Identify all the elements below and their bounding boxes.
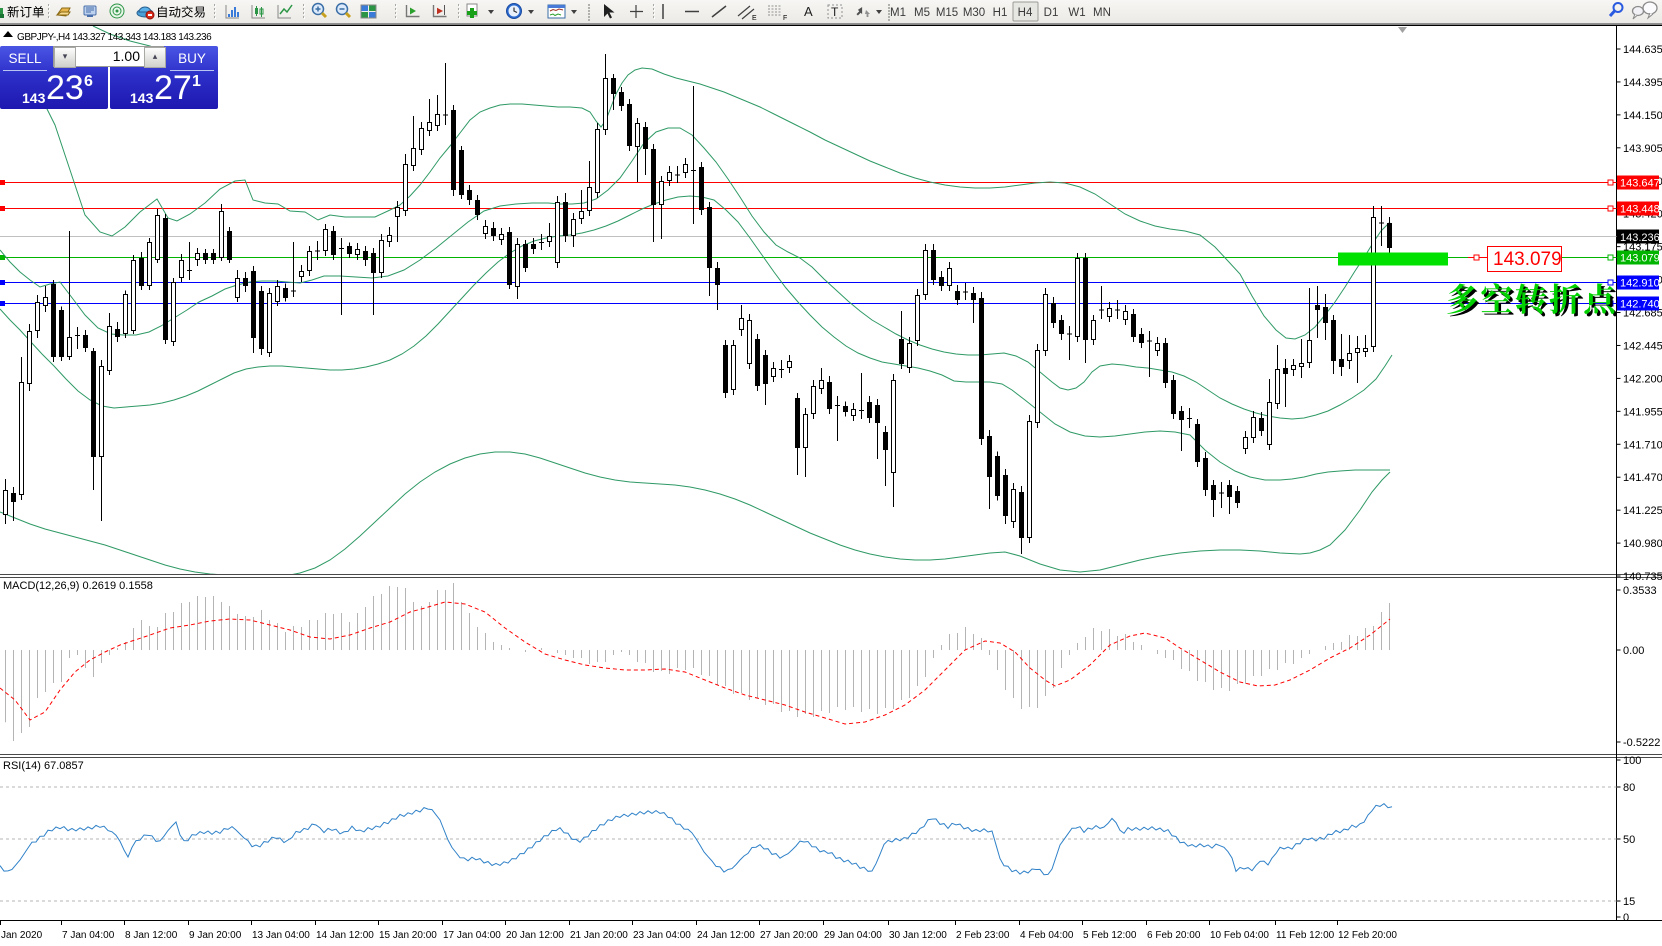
svg-text:143.236: 143.236 — [1620, 232, 1660, 244]
svg-text:0.00: 0.00 — [1623, 645, 1644, 657]
svg-text:15 Jan 20:00: 15 Jan 20:00 — [379, 930, 437, 941]
svg-text:141.955: 141.955 — [1623, 406, 1662, 418]
svg-text:142.910: 142.910 — [1620, 278, 1660, 290]
svg-text:140.980: 140.980 — [1623, 538, 1662, 550]
svg-text:A: A — [804, 4, 813, 19]
svg-text:142.200: 142.200 — [1623, 373, 1662, 385]
svg-text:6 Feb 20:00: 6 Feb 20:00 — [1147, 930, 1201, 941]
svg-text:9 Jan 20:00: 9 Jan 20:00 — [189, 930, 242, 941]
svg-text:H4: H4 — [1018, 7, 1033, 19]
svg-text:M15: M15 — [936, 7, 958, 19]
svg-text:GBPJPY-,H4 143.327 143.343 14: GBPJPY-,H4 143.327 143.343 143.183 143.2… — [17, 32, 212, 43]
svg-text:W1: W1 — [1068, 7, 1085, 19]
svg-text:143.079: 143.079 — [1620, 253, 1660, 265]
svg-text:143.647: 143.647 — [1620, 178, 1660, 190]
svg-text:Jan 2020: Jan 2020 — [1, 930, 43, 941]
svg-text:M5: M5 — [914, 7, 930, 19]
svg-text:5 Feb 12:00: 5 Feb 12:00 — [1083, 930, 1137, 941]
svg-text:20 Jan 12:00: 20 Jan 12:00 — [506, 930, 564, 941]
svg-text:0: 0 — [1623, 912, 1629, 924]
svg-text:24 Jan 12:00: 24 Jan 12:00 — [697, 930, 755, 941]
svg-text:E: E — [752, 15, 757, 22]
svg-text:29 Jan 04:00: 29 Jan 04:00 — [824, 930, 882, 941]
svg-text:141.710: 141.710 — [1623, 439, 1662, 451]
svg-text:-0.5222: -0.5222 — [1623, 737, 1660, 749]
svg-text:H1: H1 — [993, 7, 1008, 19]
svg-text:27 Jan 20:00: 27 Jan 20:00 — [760, 930, 818, 941]
svg-text:143.448: 143.448 — [1620, 204, 1660, 216]
svg-text:142.685: 142.685 — [1623, 308, 1662, 320]
svg-text:8 Jan 12:00: 8 Jan 12:00 — [125, 930, 178, 941]
svg-text:140.735: 140.735 — [1623, 571, 1662, 583]
svg-text:7 Jan 04:00: 7 Jan 04:00 — [62, 930, 115, 941]
svg-text:100: 100 — [1623, 755, 1641, 767]
svg-text:2 Feb 23:00: 2 Feb 23:00 — [956, 930, 1010, 941]
svg-text:4 Feb 04:00: 4 Feb 04:00 — [1020, 930, 1074, 941]
svg-text:M30: M30 — [963, 7, 985, 19]
svg-text:50: 50 — [1623, 834, 1635, 846]
svg-text:T: T — [831, 5, 839, 19]
svg-text:13 Jan 04:00: 13 Jan 04:00 — [252, 930, 310, 941]
svg-text:141.470: 141.470 — [1623, 472, 1662, 484]
svg-text:0.3533: 0.3533 — [1623, 585, 1657, 597]
svg-text:142.740: 142.740 — [1620, 299, 1660, 311]
svg-text:144.635: 144.635 — [1623, 44, 1662, 56]
svg-text:11 Feb 12:00: 11 Feb 12:00 — [1276, 930, 1335, 941]
svg-text:143.079: 143.079 — [1493, 249, 1562, 270]
svg-text:M1: M1 — [890, 7, 906, 19]
svg-text:10 Feb 04:00: 10 Feb 04:00 — [1210, 930, 1269, 941]
svg-text:30 Jan 12:00: 30 Jan 12:00 — [889, 930, 947, 941]
svg-text:15: 15 — [1623, 896, 1635, 908]
svg-text:RSI(14) 67.0857: RSI(14) 67.0857 — [3, 760, 84, 772]
svg-text:144.150: 144.150 — [1623, 110, 1662, 122]
svg-text:141.225: 141.225 — [1623, 505, 1662, 517]
svg-text:17 Jan 04:00: 17 Jan 04:00 — [443, 930, 501, 941]
svg-text:23 Jan 04:00: 23 Jan 04:00 — [633, 930, 691, 941]
svg-text:F: F — [783, 15, 787, 22]
svg-text:14 Jan 12:00: 14 Jan 12:00 — [316, 930, 374, 941]
svg-text:MACD(12,26,9) 0.2619 0.1558: MACD(12,26,9) 0.2619 0.1558 — [3, 580, 153, 592]
svg-text:142.445: 142.445 — [1623, 340, 1662, 352]
svg-text:D1: D1 — [1044, 7, 1059, 19]
svg-text:144.395: 144.395 — [1623, 77, 1662, 89]
svg-text:143.905: 143.905 — [1623, 143, 1662, 155]
svg-text:21 Jan 20:00: 21 Jan 20:00 — [570, 930, 628, 941]
svg-text:MN: MN — [1093, 7, 1111, 19]
svg-text:80: 80 — [1623, 782, 1635, 794]
svg-text:12 Feb 20:00: 12 Feb 20:00 — [1338, 930, 1397, 941]
